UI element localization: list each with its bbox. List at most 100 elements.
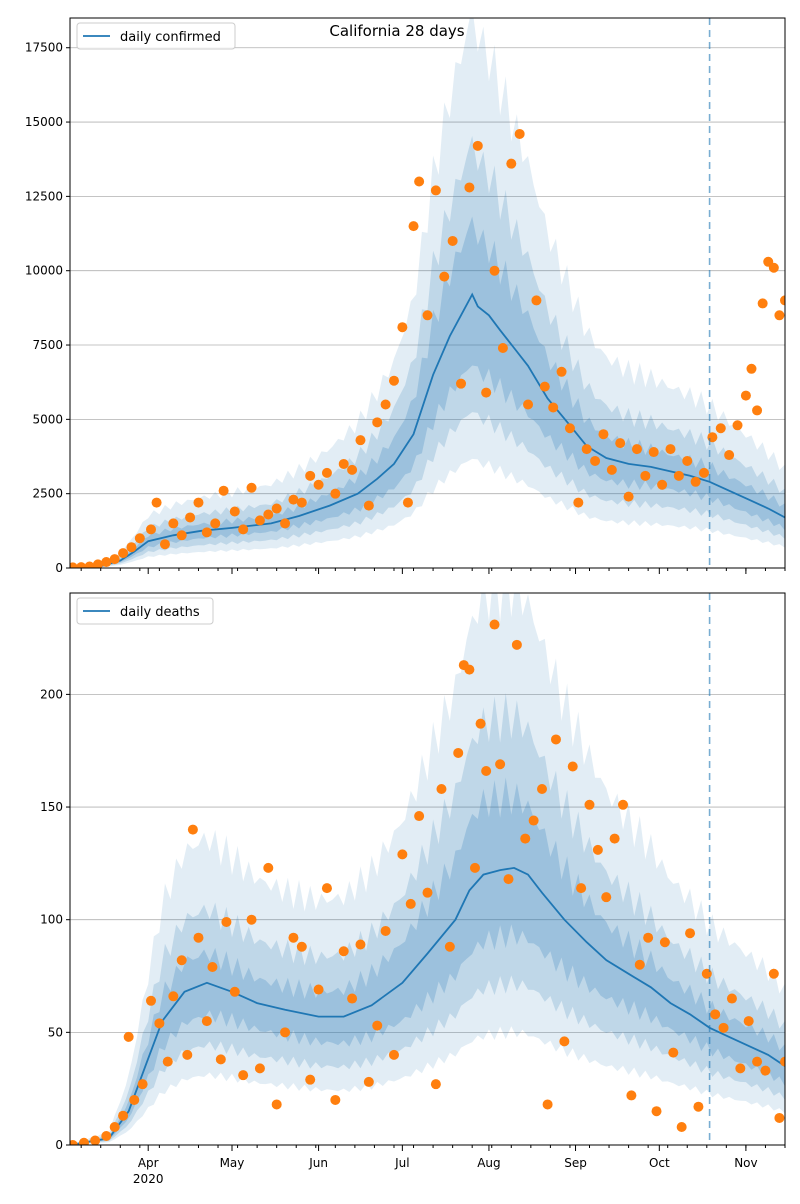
y-tick-label: 17500 [25, 41, 63, 55]
data-point [774, 1112, 785, 1123]
data-point [514, 128, 525, 139]
x-tick-label: Apr [138, 1156, 159, 1170]
data-point [288, 494, 299, 505]
data-point [159, 539, 170, 550]
legend-box [76, 597, 214, 625]
uncertainty-bands [70, 593, 785, 1145]
data-point [134, 533, 145, 544]
data-point [388, 375, 399, 386]
data-point [210, 518, 221, 529]
data-point [254, 1063, 265, 1074]
data-point [246, 482, 257, 493]
legend-box [76, 22, 236, 50]
data-point [542, 1099, 553, 1110]
data-point [363, 1076, 374, 1087]
data-point [523, 399, 534, 410]
data-point [539, 381, 550, 392]
data-point [101, 1130, 112, 1141]
data-point [168, 518, 179, 529]
y-tick-label: 50 [48, 1025, 63, 1039]
data-point [414, 176, 425, 187]
data-point [559, 1036, 570, 1047]
data-point [726, 993, 737, 1004]
data-point [598, 429, 609, 440]
data-point [503, 874, 514, 885]
data-point [548, 402, 559, 413]
axes-frame [69, 592, 786, 1146]
data-point [397, 322, 408, 333]
data-point [768, 968, 779, 979]
x-tick-label: Sep [564, 1156, 587, 1170]
data-point [109, 1121, 120, 1132]
data-point [388, 1049, 399, 1060]
y-tick-label: 0 [55, 561, 63, 575]
data-point [201, 527, 212, 538]
axes-frame [69, 17, 786, 569]
data-point [676, 1121, 687, 1132]
data-point [643, 932, 654, 943]
data-point [537, 784, 548, 795]
chart-panel-2: 0 50 100 150 200 Apr 2020 May Jun Jul Aug Sep Oct Nov… [40, 592, 786, 1186]
data-point [193, 497, 204, 508]
data-point [715, 423, 726, 434]
data-point [162, 1056, 173, 1067]
data-point [531, 295, 542, 306]
data-point [623, 491, 634, 502]
data-point [414, 811, 425, 822]
data-point [330, 1094, 341, 1105]
chart-title: California 28 days [329, 22, 464, 40]
y-tick-label: 7500 [32, 338, 63, 352]
uncertainty-bands [70, 18, 785, 568]
data-point [631, 444, 642, 455]
data-point [668, 1047, 679, 1058]
data-point [151, 497, 162, 508]
y-tick-label: 150 [40, 800, 63, 814]
data-point [615, 438, 626, 449]
data-point [271, 1099, 282, 1110]
data-point [746, 363, 757, 374]
data-point [90, 1135, 101, 1145]
data-point [657, 479, 668, 490]
data-point [732, 420, 743, 431]
data-point [659, 937, 670, 948]
chart-panel-1: 0 2500 5000 7500 10000 12500 15000 17500 daily c… [25, 17, 786, 575]
data-point [76, 562, 87, 568]
data-point [363, 500, 374, 511]
data-point [246, 914, 257, 925]
data-point [84, 561, 95, 568]
x-tick-label: Jul [394, 1156, 409, 1170]
data-point [305, 470, 316, 481]
data-point [221, 916, 232, 927]
data-point [78, 1137, 89, 1145]
data-point [651, 1106, 662, 1117]
data-point [313, 984, 324, 995]
data-point [207, 962, 218, 973]
data-point [495, 759, 506, 770]
data-point [405, 898, 416, 909]
series-line-1 [70, 292, 785, 568]
data-point [472, 140, 483, 151]
y-tick-label: 200 [40, 687, 63, 701]
data-point [497, 343, 508, 353]
data-point [752, 405, 763, 416]
data-point [757, 298, 768, 309]
data-point [618, 799, 629, 810]
data-point [193, 932, 204, 943]
data-point [118, 1110, 129, 1121]
data-point [489, 619, 500, 630]
data-point [176, 955, 187, 966]
data-point [453, 747, 464, 758]
data-point [606, 464, 617, 475]
data-point [321, 467, 332, 478]
y-tick-label: 10000 [25, 264, 63, 278]
data-point [556, 366, 567, 377]
data-point [118, 548, 129, 559]
data-point [355, 435, 366, 446]
data-point [380, 925, 391, 936]
data-point [372, 1020, 383, 1031]
data-point [145, 524, 156, 535]
data-point [581, 444, 592, 455]
data-point [422, 310, 433, 321]
